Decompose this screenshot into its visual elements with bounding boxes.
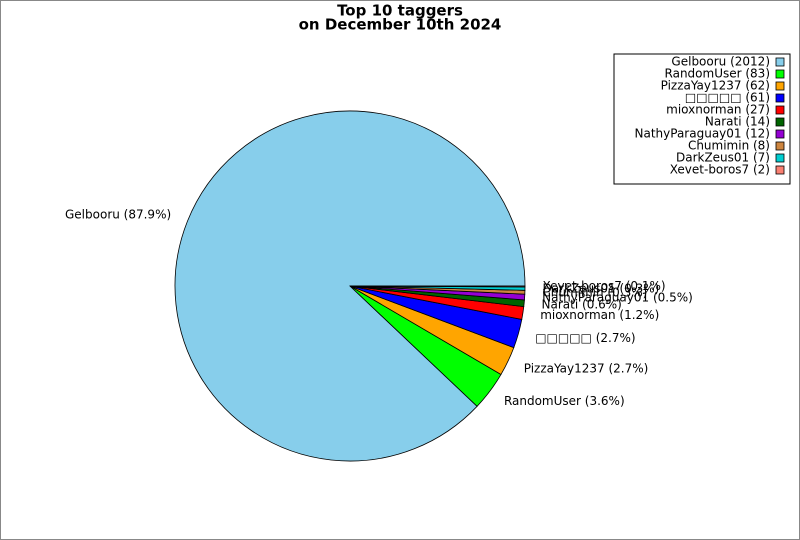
legend-swatch [775, 117, 785, 127]
chart-subtitle: on December 10th 2024 [299, 16, 502, 34]
legend-label: Gelbooru (2012) [671, 55, 770, 69]
pie-slice [349, 285, 526, 288]
legend-swatch [775, 129, 785, 139]
slice-label: PizzaYay1237 (2.7%) [524, 361, 649, 375]
slice-label: Chumimin (0.3%) [542, 285, 647, 299]
legend: Gelbooru (2012)RandomUser (83)PizzaYay12… [613, 53, 791, 185]
slice-label: Narati (0.6%) [542, 297, 622, 311]
legend-label: PizzaYay1237 (62) [661, 79, 770, 93]
legend-swatch [775, 81, 785, 91]
slice-label: Xevet-boros7 (0.1%) [542, 279, 665, 293]
chart-title: Top 10 taggers [337, 2, 463, 20]
legend-label: NathyParaguay01 (12) [635, 127, 770, 141]
legend-label: Xevet-boros7 (2) [670, 163, 770, 177]
legend-label: mioxnorman (27) [666, 103, 770, 117]
legend-box [613, 53, 791, 185]
legend-swatch [775, 141, 785, 151]
legend-label: DarkZeus01 (7) [676, 151, 770, 165]
legend-swatch [775, 165, 785, 175]
legend-swatch [775, 105, 785, 115]
slice-label: RandomUser (3.6%) [504, 394, 625, 408]
legend-swatch [775, 153, 785, 163]
slice-label: Gelbooru (87.9%) [65, 207, 171, 221]
slice-label: NathyParaguay01 (0.5%) [542, 291, 693, 305]
legend-swatch [775, 57, 785, 67]
slice-label: DarkZeus01 (0.3%) [542, 281, 659, 295]
legend-label: Chumimin (8) [688, 139, 770, 153]
legend-label: □□□□□ (61) [685, 91, 770, 105]
legend-swatch [775, 93, 785, 103]
slice-label: □□□□□ (2.7%) [535, 331, 635, 345]
legend-swatch [775, 69, 785, 79]
slice-label: mioxnorman (1.2%) [540, 308, 659, 322]
legend-label: Narati (14) [705, 115, 770, 129]
legend-label: RandomUser (83) [665, 67, 770, 81]
